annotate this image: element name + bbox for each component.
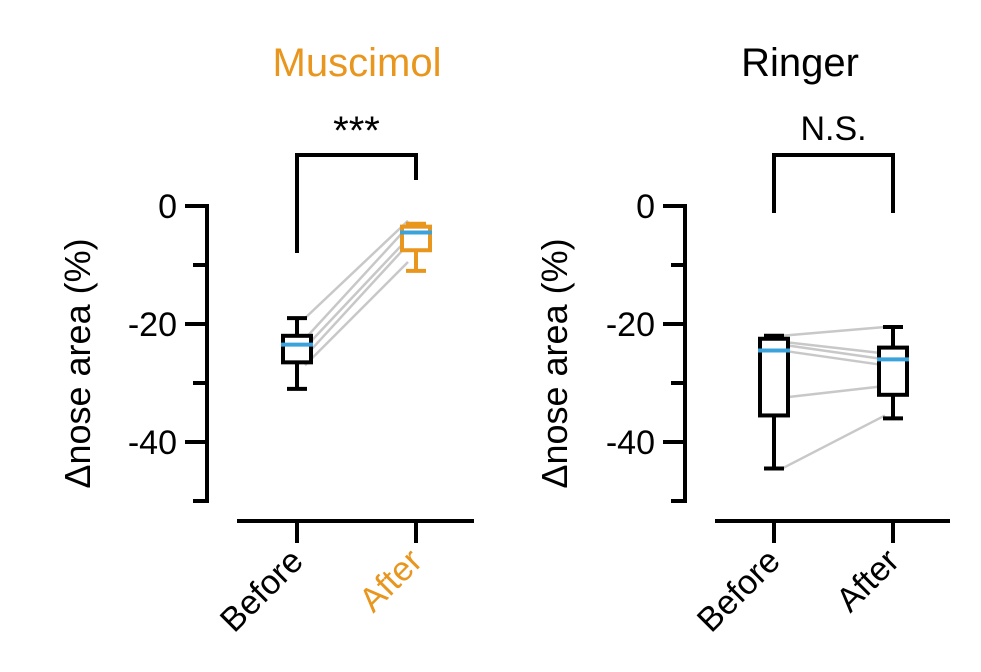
paired-line <box>781 384 886 399</box>
y-axis-label: Δnose area (%) <box>534 238 575 488</box>
paired-line <box>304 237 409 349</box>
y-tick-label: -20 <box>128 306 177 344</box>
paired-line <box>304 225 409 340</box>
box-before <box>758 333 790 471</box>
paired-line <box>781 340 886 355</box>
box-iqr <box>400 224 432 253</box>
y-axis-label: Δnose area (%) <box>57 238 98 488</box>
box-after <box>877 324 909 421</box>
box-iqr <box>877 345 909 397</box>
paired-line <box>781 343 886 361</box>
box-before <box>281 316 313 391</box>
x-tick-label-before: Before <box>690 542 788 640</box>
box-iqr <box>281 333 313 365</box>
significance-label: N.S. <box>800 110 866 148</box>
significance-bracket <box>295 153 418 253</box>
box-after <box>400 221 432 273</box>
x-tick-label-after: After <box>352 542 430 620</box>
x-tick-label-after: After <box>829 542 907 620</box>
significance-label: *** <box>333 109 380 153</box>
y-tick-label: 0 <box>636 188 655 226</box>
paired-line <box>781 414 886 470</box>
chart-title: Muscimol <box>273 41 442 85</box>
chart-panel-muscimol: Muscimol Δnose area (%) 0 -20 -40 Before After… <box>57 41 474 640</box>
y-tick-label: -40 <box>606 424 655 462</box>
y-tick-label: 0 <box>158 188 177 226</box>
paired-line <box>304 261 409 367</box>
paired-line <box>304 219 409 320</box>
chart-panel-ringer: Ringer Δnose area (%) 0 -20 -40 Before After N.… <box>534 41 950 640</box>
paired-line <box>781 349 886 367</box>
chart-title: Ringer <box>741 41 859 85</box>
paired-line <box>781 325 886 338</box>
x-tick-label-before: Before <box>213 542 311 640</box>
y-tick-label: -20 <box>606 306 655 344</box>
y-tick-label: -40 <box>128 424 177 462</box>
significance-bracket <box>772 153 895 213</box>
paired-line <box>304 243 409 358</box>
